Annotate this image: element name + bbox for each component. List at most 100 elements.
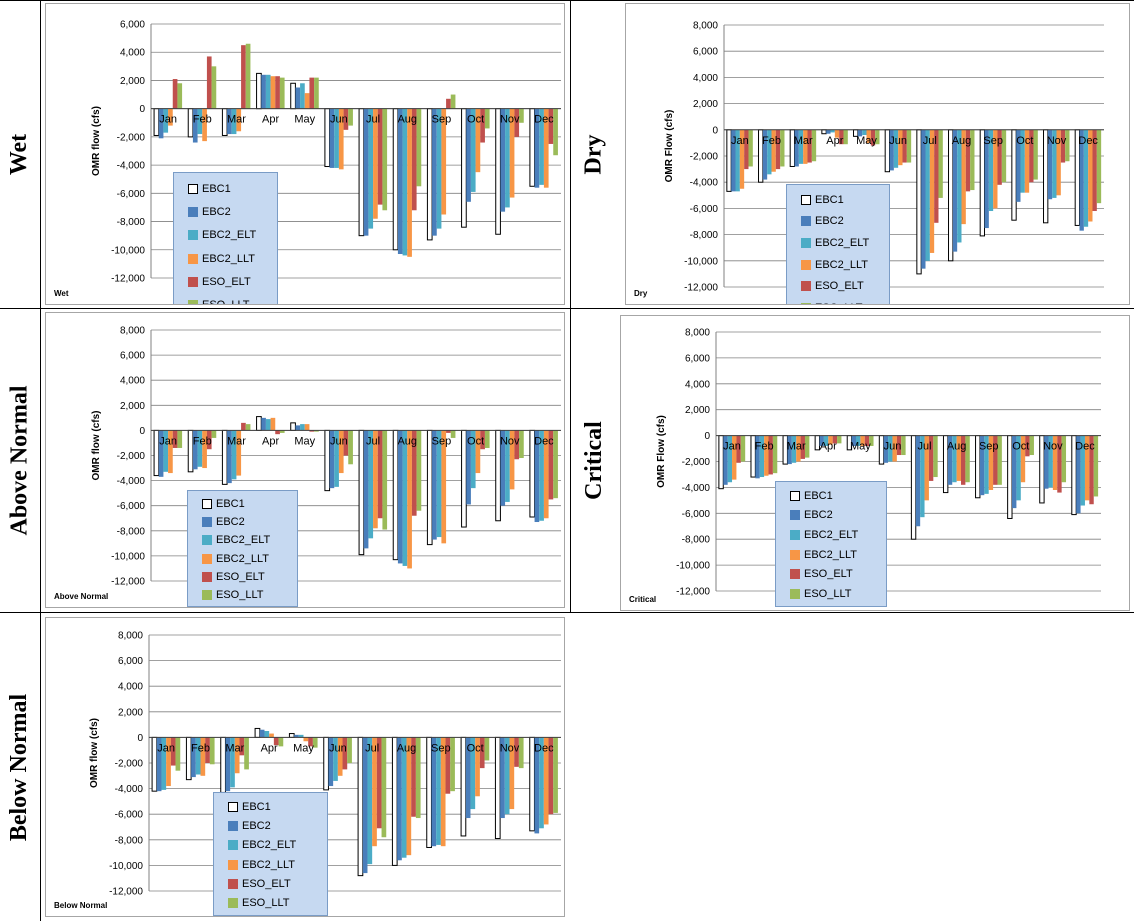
bar-ebc1: [256, 416, 262, 431]
bar-ebc1: [153, 108, 160, 136]
y-tick-label: -6,000: [117, 189, 146, 200]
bar-ebc1: [324, 108, 331, 168]
legend-label: EBC2: [216, 516, 245, 529]
bar-eso-llt: [279, 430, 285, 433]
bar-eso-llt: [933, 435, 938, 478]
x-category-label: Oct: [1016, 135, 1033, 147]
y-tick-label: 6,000: [693, 47, 718, 58]
bar-ebc2: [158, 430, 164, 477]
y-tick-label: 8,000: [118, 631, 143, 642]
bar-eso-elt: [1060, 129, 1066, 163]
bar-eso-llt: [450, 94, 456, 109]
bar-ebc2-elt: [505, 430, 510, 502]
bar-ebc2-llt: [475, 737, 480, 797]
x-category-label: Sep: [432, 435, 452, 447]
bar-ebc2-llt: [168, 108, 173, 126]
bar-ebc2-elt: [333, 737, 338, 781]
legend-swatch: [801, 259, 811, 270]
bar-eso-elt: [446, 98, 451, 109]
bar-ebc2-llt: [337, 737, 343, 776]
bar-eso-elt: [309, 430, 315, 432]
bar-ebc2-elt: [504, 737, 510, 815]
bar-ebc1: [392, 108, 399, 251]
bar-eso-elt: [343, 108, 349, 130]
bar-eso-llt: [382, 108, 388, 211]
bar-eso-llt: [553, 430, 558, 499]
legend-label: ESO_ELT: [216, 570, 265, 583]
bar-ebc2: [397, 737, 402, 861]
y-tick-label: -4,000: [690, 178, 719, 189]
bar-eso-elt: [928, 435, 934, 481]
legend-swatch: [188, 300, 198, 304]
bar-ebc2: [952, 129, 958, 252]
bar-ebc2-elt: [402, 430, 408, 566]
x-category-label: Aug: [397, 114, 417, 126]
bar-eso-llt: [906, 129, 912, 163]
bar-eso-elt: [205, 737, 210, 763]
bar-eso-llt: [416, 108, 422, 187]
legend-label: EBC2_LLT: [242, 858, 295, 871]
bar-ebc2-elt: [855, 435, 861, 446]
x-category-label: Sep: [983, 135, 1003, 147]
bar-ebc2-llt: [406, 737, 412, 856]
bar-ebc2-elt: [1048, 435, 1053, 488]
bar-eso-llt: [415, 737, 421, 819]
bar-eso-elt: [934, 129, 939, 223]
bar-eso-llt: [177, 83, 183, 109]
bar-ebc2-elt: [727, 435, 733, 483]
row-label-wet: Wet: [6, 133, 33, 175]
bar-eso-llt: [244, 737, 249, 770]
bar-eso-elt: [514, 108, 520, 137]
bar-eso-elt: [239, 737, 245, 756]
bar-ebc2-llt: [509, 430, 515, 490]
bar-eso-elt: [870, 129, 876, 146]
legend-item: ESO_LLT: [188, 294, 277, 304]
bar-eso-llt: [348, 108, 353, 126]
y-axis-title: OMR Flow (cfs): [656, 415, 667, 488]
bar-ebc2-llt: [270, 76, 276, 109]
y-tick-label: 0: [712, 125, 718, 136]
legend-label: EBC2_ELT: [804, 529, 859, 542]
bar-ebc2-llt: [202, 430, 207, 469]
x-category-label: Nov: [500, 114, 520, 126]
legend-swatch: [188, 230, 198, 241]
bar-eso-llt: [997, 435, 1002, 485]
bar-ebc2-elt: [367, 737, 373, 865]
x-category-label: Jun: [330, 114, 348, 126]
bar-eso-llt: [1001, 129, 1007, 183]
legend-label: EBC2_ELT: [216, 534, 271, 547]
legend-item: EBC1: [188, 177, 277, 200]
y-axis-title: OMR flow (cfs): [89, 718, 100, 788]
x-category-label: Jan: [159, 435, 177, 447]
x-category-label: Feb: [191, 742, 210, 754]
y-tick-label: -12,000: [109, 887, 143, 898]
legend-item: ESO_ELT: [188, 270, 277, 293]
bar-eso-llt: [869, 435, 874, 446]
panel-corner-label: Dry: [634, 289, 648, 298]
legend-item: ESO_ELT: [202, 568, 297, 586]
bar-ebc2-llt: [236, 108, 242, 132]
chart-above-normal: -12,000 -10,000 -8,000 -6,000 -4,000 -2,000 0 2…: [45, 312, 565, 608]
bar-ebc2: [534, 737, 540, 834]
legend-label: ESO_LLT: [804, 588, 852, 601]
x-category-label: Nov: [500, 435, 520, 447]
panel-corner-label: Critical: [629, 595, 657, 604]
legend-swatch: [202, 571, 212, 582]
legend-item: EBC2: [801, 211, 889, 233]
legend-swatch: [188, 183, 198, 194]
bar-ebc2: [794, 129, 799, 167]
bar-ebc2: [295, 87, 301, 109]
table-divider-left: [40, 0, 41, 921]
bar-ebc2-elt: [1080, 435, 1085, 506]
bar-ebc2: [466, 108, 471, 202]
bar-ebc2: [857, 129, 863, 137]
bar-eso-llt: [843, 129, 848, 145]
bar-eso-llt: [1065, 129, 1070, 162]
bar-ebc2-llt: [373, 108, 378, 219]
legend-swatch: [801, 216, 811, 227]
y-tick-label: -8,000: [690, 230, 719, 241]
legend-label: EBC1: [216, 498, 245, 511]
bar-ebc2-elt: [368, 430, 374, 539]
legend-item: EBC2: [228, 816, 327, 835]
legend-label: EBC2: [815, 215, 844, 228]
